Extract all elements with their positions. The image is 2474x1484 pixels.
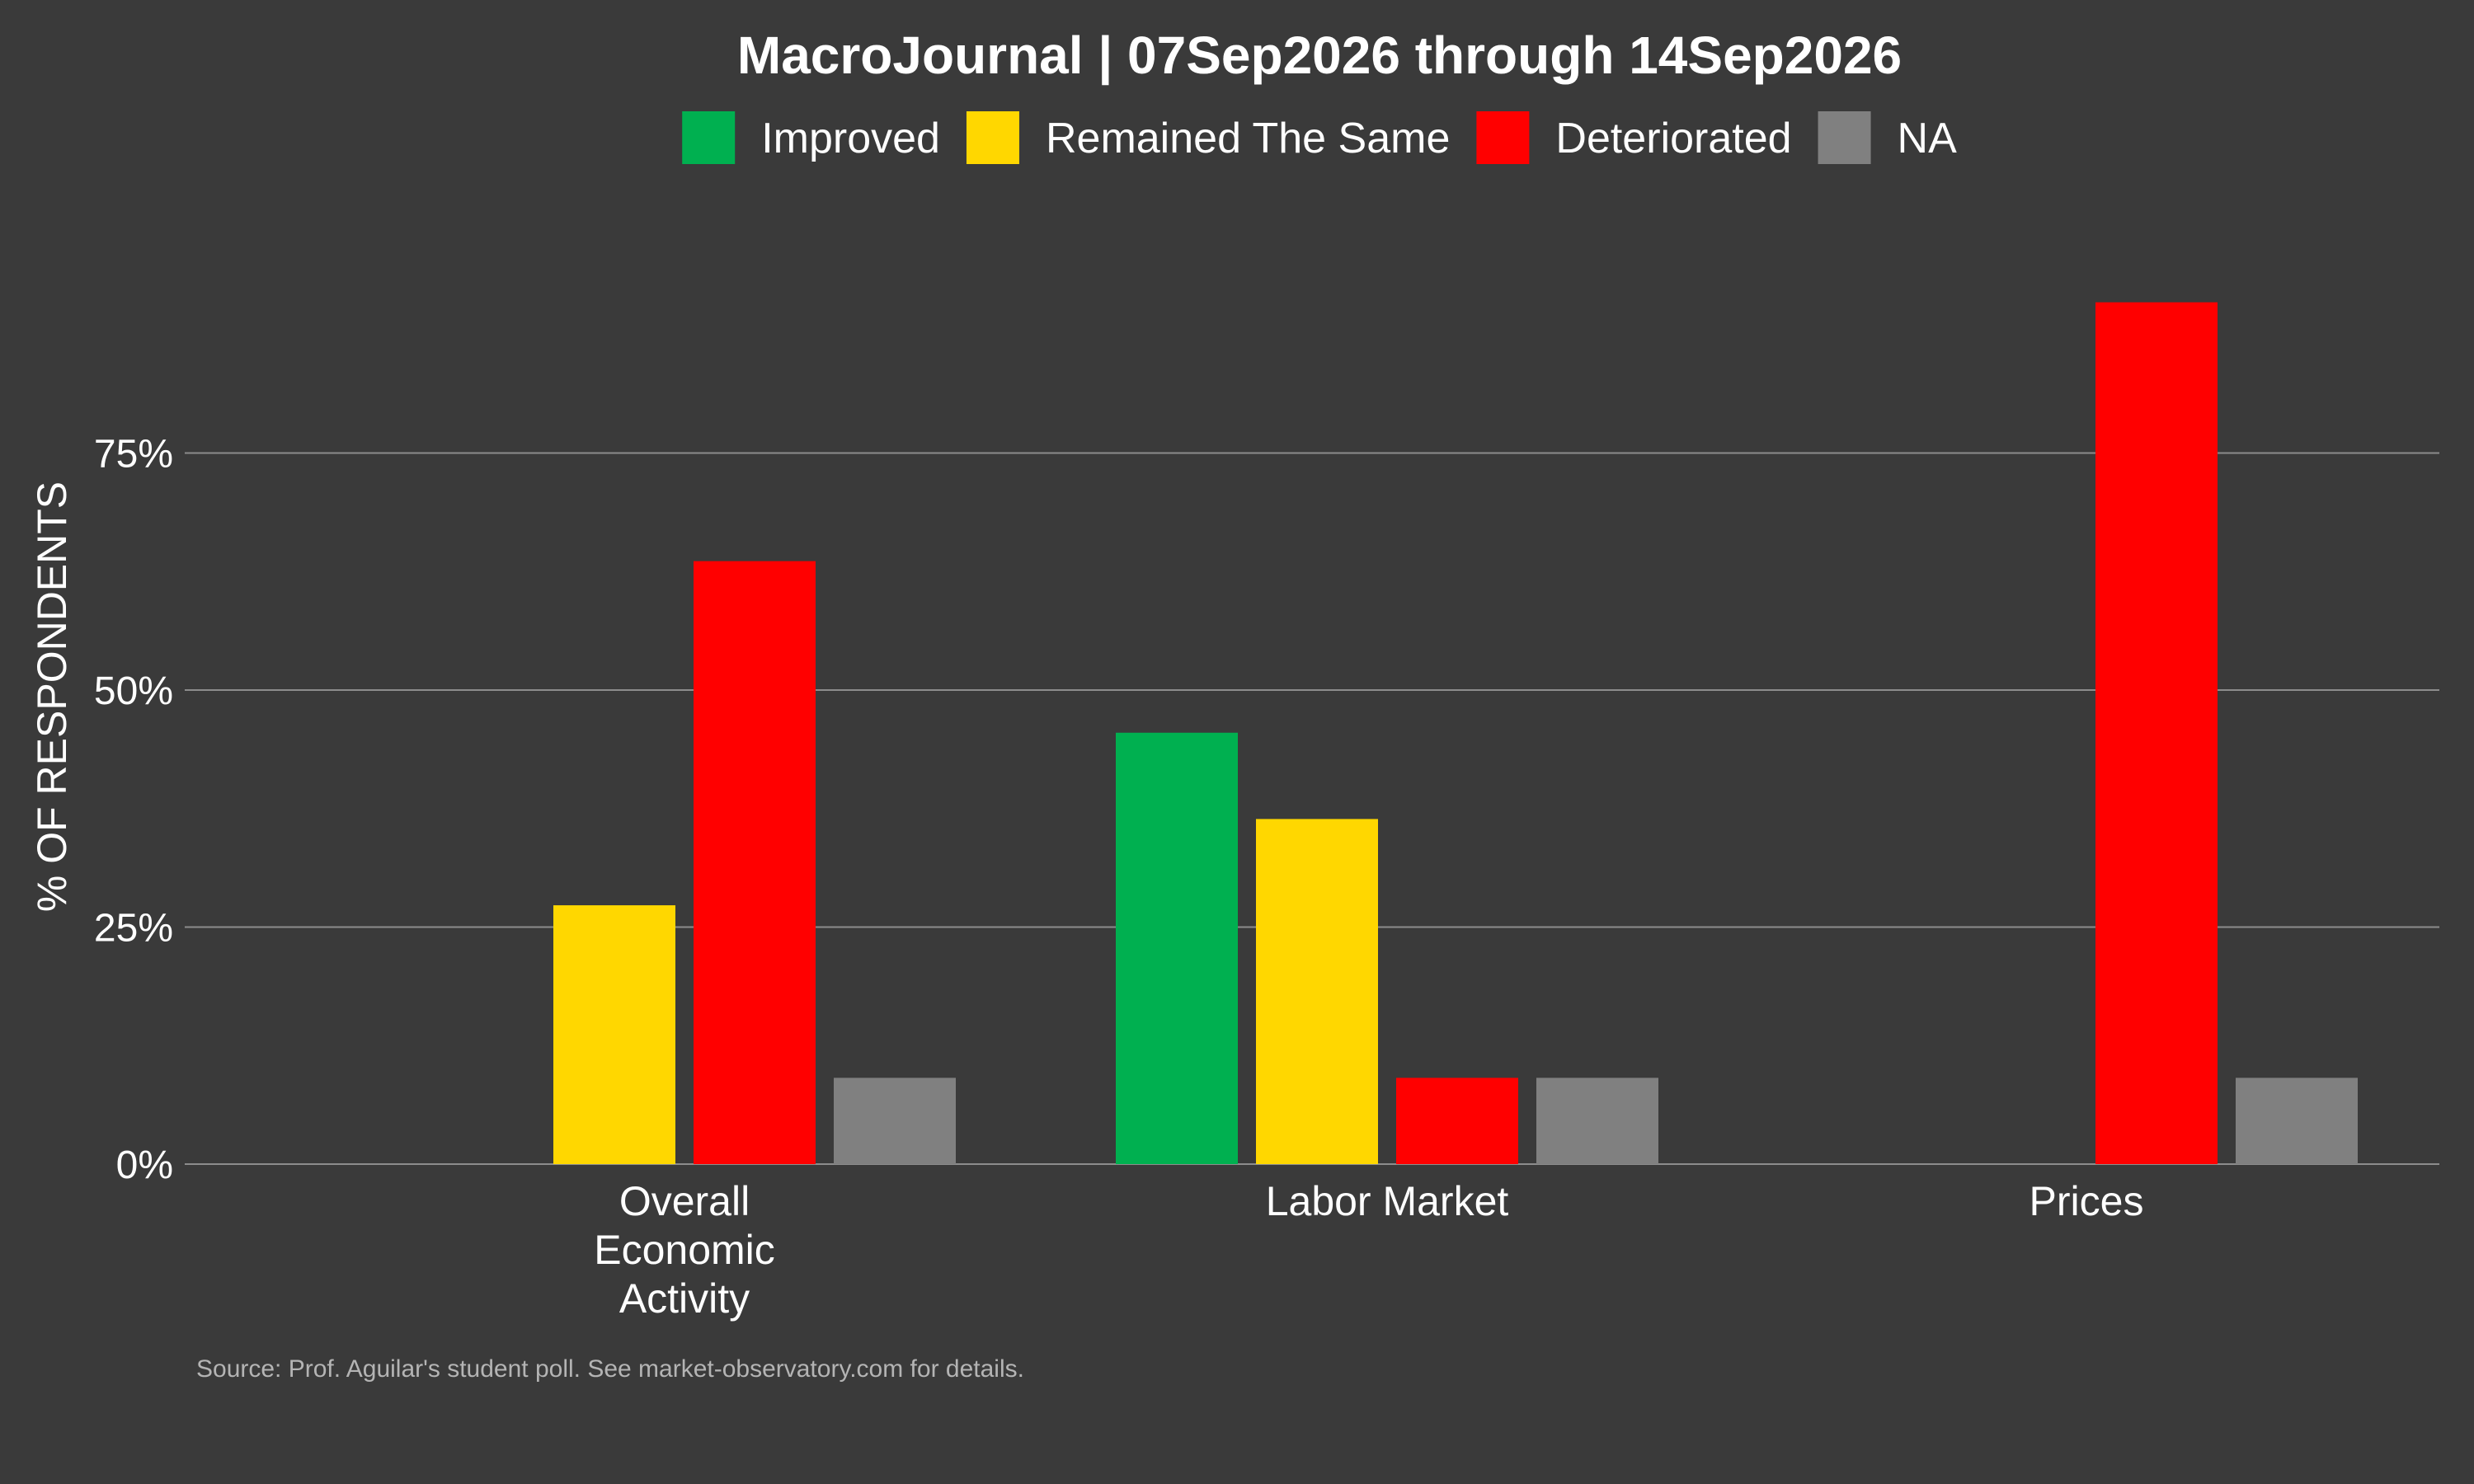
x-tick-labels: Overall Economic Activity Labor Market Price… (594, 1178, 2143, 1322)
x-tick-label: Prices (2030, 1178, 2144, 1224)
y-tick-labels: 0% 25% 50% 75% (94, 433, 173, 1188)
legend-item: NA (1818, 111, 1958, 164)
bars (553, 302, 2358, 1164)
y-tick-label: 75% (94, 433, 173, 477)
legend: Improved Remained The Same Deteriorated NA (682, 111, 1957, 164)
legend-swatch (1818, 111, 1871, 164)
source-note: Source: Prof. Aguilar's student poll. Se… (196, 1355, 1024, 1383)
bar-na (834, 1078, 956, 1164)
legend-swatch (1476, 111, 1530, 164)
bar-deteriorated (694, 561, 816, 1164)
legend-item: Deteriorated (1476, 111, 1792, 164)
y-axis-label: % OF RESPONDENTS (29, 481, 75, 912)
legend-label: Deteriorated (1555, 115, 1791, 162)
x-tick-label: Labor Market (1266, 1178, 1509, 1224)
bar-improved (1116, 732, 1238, 1164)
chart-title: MacroJournal | 07Sep2026 through 14Sep20… (737, 26, 1902, 86)
x-tick-label-line: Overall (619, 1178, 750, 1224)
x-tick-label-line: Activity (619, 1275, 750, 1322)
legend-swatch (682, 111, 736, 164)
legend-label: Remained The Same (1046, 115, 1450, 162)
bar-na (1536, 1078, 1658, 1164)
x-tick-label-line: Labor Market (1266, 1178, 1509, 1224)
legend-label: NA (1898, 115, 1958, 162)
legend-item: Improved (682, 111, 940, 164)
x-tick-label: Overall Economic Activity (594, 1178, 775, 1322)
x-tick-label-line: Economic (594, 1227, 775, 1273)
bar-deteriorated (1396, 1078, 1518, 1164)
y-tick-label: 25% (94, 907, 173, 951)
bar-deteriorated (2095, 302, 2218, 1164)
legend-label: Improved (761, 115, 940, 162)
y-tick-label: 0% (116, 1144, 173, 1187)
bar-na (2236, 1078, 2358, 1164)
y-tick-label: 50% (94, 669, 173, 713)
legend-swatch (966, 111, 1019, 164)
bar-remained-the-same (1256, 819, 1378, 1164)
x-tick-label-line: Prices (2030, 1178, 2144, 1224)
legend-item: Remained The Same (966, 111, 1450, 164)
bar-remained-the-same (553, 905, 675, 1164)
